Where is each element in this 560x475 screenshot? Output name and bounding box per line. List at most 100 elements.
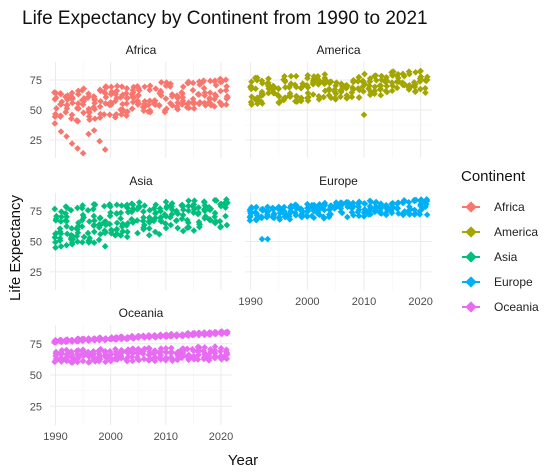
data-point-asia	[51, 234, 59, 241]
data-point-oceania	[108, 335, 115, 343]
data-point-europe	[423, 211, 431, 219]
legend-item-asia: Asia	[460, 248, 517, 266]
data-point-africa	[97, 110, 104, 118]
data-point-europe	[360, 213, 368, 220]
data-point-europe	[287, 208, 295, 215]
data-point-africa	[57, 90, 64, 97]
data-point-oceania	[201, 344, 209, 351]
data-point-america	[248, 78, 255, 86]
data-point-africa	[102, 93, 110, 101]
data-point-america	[321, 71, 329, 78]
data-point-america	[321, 87, 329, 95]
data-point-america	[325, 92, 333, 99]
data-point-africa	[85, 113, 93, 120]
data-point-oceania	[179, 348, 187, 356]
data-point-america	[406, 82, 413, 89]
data-point-oceania	[90, 347, 97, 355]
data-point-europe	[252, 216, 260, 224]
data-point-africa	[178, 89, 186, 96]
data-point-africa	[166, 83, 174, 90]
data-point-asia	[162, 220, 169, 227]
data-point-america	[304, 84, 312, 91]
data-point-america	[412, 68, 419, 76]
data-point-oceania	[141, 345, 148, 353]
data-point-africa	[157, 92, 165, 99]
data-point-oceania	[200, 347, 207, 355]
data-point-oceania	[64, 350, 71, 357]
data-point-asia	[95, 236, 103, 244]
data-point-america	[393, 78, 401, 86]
data-point-oceania	[118, 348, 126, 355]
data-point-asia	[152, 210, 159, 217]
data-point-asia	[57, 230, 65, 237]
data-point-america	[401, 80, 408, 88]
data-point-asia	[91, 201, 99, 208]
data-point-asia	[163, 202, 171, 210]
data-point-africa	[184, 79, 191, 87]
data-point-asia	[91, 217, 98, 224]
data-point-africa	[52, 94, 60, 102]
data-point-africa	[200, 77, 207, 84]
data-point-asia	[150, 217, 158, 225]
legend-key	[460, 273, 482, 291]
data-point-asia	[183, 224, 191, 232]
data-point-oceania	[168, 355, 175, 362]
data-point-america	[373, 76, 380, 84]
data-point-asia	[113, 219, 121, 227]
data-point-oceania	[162, 345, 170, 352]
data-point-europe	[293, 203, 301, 210]
data-point-asia	[211, 213, 218, 221]
data-point-asia	[79, 238, 86, 246]
data-point-asia	[223, 221, 231, 229]
x-tick-label: 2020	[408, 296, 432, 308]
data-point-oceania	[51, 337, 58, 345]
data-point-asia	[63, 213, 70, 221]
data-point-oceania	[68, 354, 76, 361]
data-point-asia	[140, 214, 147, 221]
data-point-europe	[310, 201, 318, 209]
data-point-america	[281, 76, 289, 84]
data-point-asia	[79, 211, 87, 219]
data-point-america	[304, 89, 312, 97]
data-point-africa	[174, 99, 181, 106]
data-point-africa	[212, 81, 220, 89]
data-point-oceania	[211, 354, 219, 362]
data-point-asia	[113, 201, 121, 209]
data-point-asia	[57, 218, 65, 225]
data-point-america	[293, 93, 300, 100]
data-point-asia	[217, 223, 224, 231]
data-point-europe	[400, 209, 407, 217]
data-point-africa	[206, 77, 214, 85]
data-point-europe	[282, 213, 289, 221]
data-point-asia	[123, 233, 131, 241]
data-point-africa	[205, 98, 213, 106]
data-point-asia	[135, 204, 143, 211]
data-point-europe	[365, 211, 372, 218]
data-point-america	[344, 82, 351, 90]
legend-key	[460, 298, 482, 316]
data-point-asia	[189, 202, 197, 210]
data-point-america	[383, 88, 391, 96]
data-point-oceania	[57, 350, 65, 358]
data-point-africa	[206, 89, 214, 97]
data-point-asia	[63, 230, 71, 238]
data-point-africa	[158, 79, 165, 86]
data-point-africa	[129, 86, 137, 94]
data-point-africa	[113, 94, 120, 102]
data-point-europe	[269, 205, 276, 213]
data-point-oceania	[200, 354, 208, 361]
data-point-asia	[206, 206, 214, 214]
data-point-asia	[128, 216, 136, 224]
data-point-oceania	[117, 333, 125, 341]
data-point-europe	[355, 198, 363, 206]
data-point-oceania	[217, 352, 225, 360]
data-point-africa	[146, 97, 154, 105]
data-point-africa	[211, 77, 219, 84]
data-point-africa	[222, 76, 230, 84]
data-point-oceania	[178, 354, 186, 362]
data-point-africa	[57, 101, 65, 108]
data-point-oceania	[75, 352, 82, 360]
data-point-asia	[185, 207, 192, 215]
data-point-asia	[97, 230, 104, 238]
data-point-asia	[79, 216, 86, 224]
